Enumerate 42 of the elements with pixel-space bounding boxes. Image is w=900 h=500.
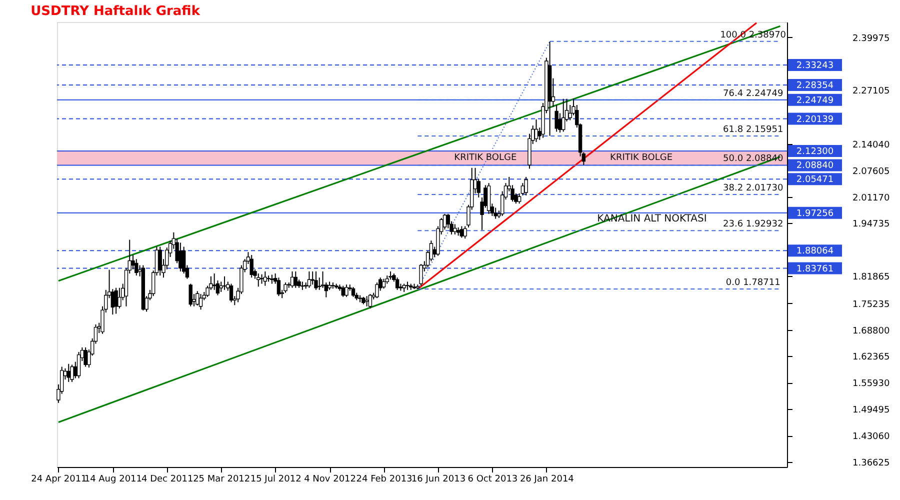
y-tick-label: 2.01170 [852, 193, 890, 204]
annotation: KRITIK BOLGE [454, 153, 517, 164]
y-tick-label: 1.36625 [852, 458, 890, 468]
y-tick-label: 1.62365 [852, 352, 890, 363]
ref-line-label: 2.33243 [796, 60, 834, 71]
y-tick-label: 1.94735 [852, 220, 890, 230]
y-tick-label: 1.43060 [852, 432, 890, 442]
x-tick-label: 16 Jun 2013 [411, 474, 466, 484]
ref-line-label: 1.88064 [796, 246, 834, 257]
x-tick-label: 4 Dec 2011 [141, 474, 194, 484]
ref-line-label: 2.28354 [796, 81, 834, 92]
annotation: 23.6 1.92932 [723, 220, 784, 230]
annotation: 61.8 2.15951 [723, 125, 784, 136]
annotation: 38.2 2.01730 [723, 183, 784, 194]
ref-line-label: 2.08840 [796, 161, 834, 172]
ref-line-label: 2.12300 [796, 147, 834, 158]
y-tick-label: 2.39975 [852, 34, 890, 44]
ref-line-label: 2.20139 [796, 114, 834, 125]
y-tick-label: 1.49495 [852, 406, 890, 416]
y-tick-label: 1.81865 [852, 272, 890, 283]
chart-title: USDTRY Haftalık Grafik [30, 4, 200, 19]
x-tick-label: 24 Apr 2011 [31, 474, 87, 484]
x-tick-label: 6 Oct 2013 [468, 474, 518, 484]
y-tick-label: 1.55930 [852, 379, 890, 390]
y-tick-label: 2.14040 [852, 140, 890, 150]
y-tick-label: 2.07605 [852, 166, 890, 177]
ref-line-label: 2.24749 [796, 96, 834, 106]
x-tick-label: 24 Feb 2013 [356, 474, 412, 484]
ref-line-label: 1.83761 [796, 264, 834, 274]
annotation: 76.4 2.24749 [723, 88, 784, 99]
x-tick-label: 14 Aug 2011 [84, 474, 142, 484]
y-tick-label: 2.27105 [852, 86, 890, 97]
y-tick-label: 1.75235 [852, 300, 890, 310]
x-tick-label: 26 Jan 2014 [520, 474, 574, 484]
ref-line-label: 2.05471 [796, 175, 834, 186]
x-tick-label: 15 Jul 2012 [250, 474, 302, 484]
annotation: KRITIK BOLGE [610, 153, 673, 164]
annotation: 0.0 1.78711 [726, 278, 780, 288]
ref-line-label: 1.97256 [796, 208, 834, 219]
y-tick-label: 1.68800 [852, 326, 890, 336]
x-tick-label: 4 Nov 2012 [304, 474, 356, 484]
x-tick-label: 25 Mar 2012 [193, 474, 250, 484]
